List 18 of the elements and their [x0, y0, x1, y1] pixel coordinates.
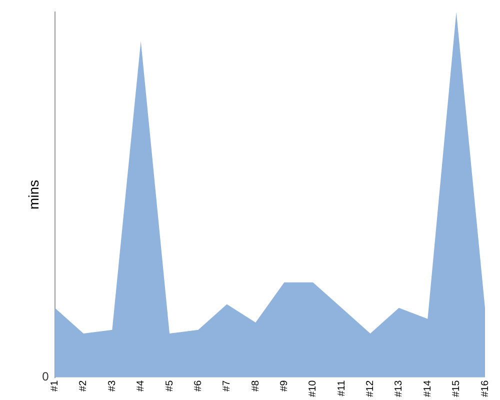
x-tick-label: #3: [106, 380, 118, 392]
x-tick-label: #8: [250, 380, 262, 392]
x-tick-label: #16: [480, 380, 491, 398]
x-tick-label: #15: [451, 380, 462, 398]
x-tick-label: #4: [136, 380, 147, 392]
x-tick-label: #9: [278, 380, 290, 392]
x-tick-label: #6: [192, 380, 204, 392]
x-tick-label: #13: [394, 380, 405, 398]
x-tick-label: #7: [222, 380, 233, 392]
x-tick-label: #11: [336, 380, 348, 396]
annotation: 0: [42, 370, 50, 384]
y-axis-title: mins: [25, 180, 42, 210]
x-tick-label: #5: [164, 380, 176, 392]
x-tick-label: #10: [308, 380, 319, 398]
x-tick-label: #14: [422, 380, 434, 398]
x-tick-label: #2: [78, 380, 90, 392]
x-tick-label: #12: [365, 380, 376, 398]
x-tick-label: #1: [50, 380, 61, 392]
